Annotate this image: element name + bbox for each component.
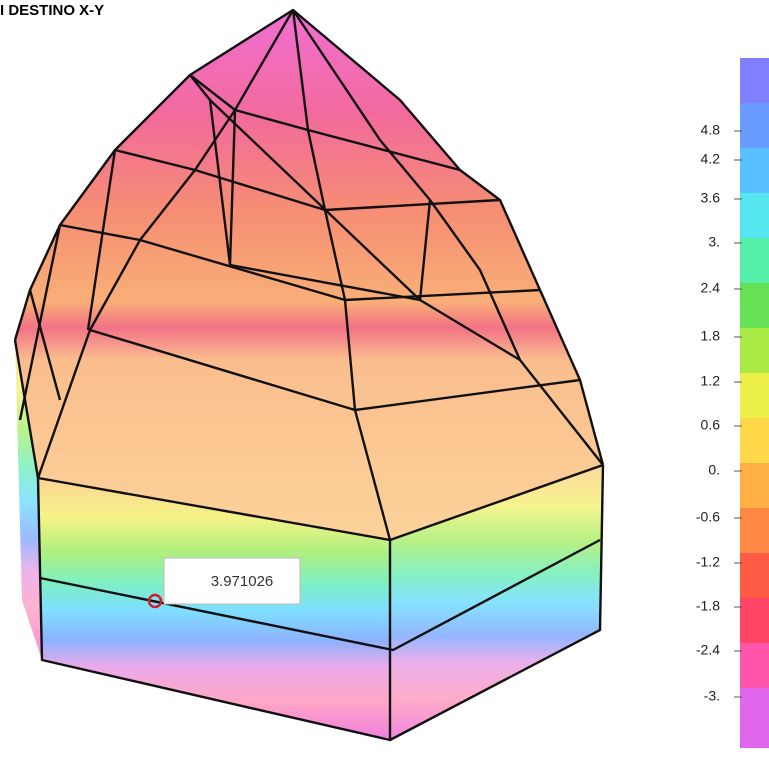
model-view: 4.8 4.2 3.6 3. 2.4 1.8 1.2 0.6 0. -0.6 -1.2 -1.8 -2.… (0, 0, 769, 762)
structure (15, 10, 603, 740)
colorbar-label: -1.2 (696, 554, 720, 570)
colorbar (740, 58, 769, 748)
colorbar-label: 1.2 (701, 373, 721, 389)
colorbar-label: 2.4 (701, 280, 721, 296)
tooltip: 3.971026 (149, 558, 300, 607)
colorbar-label: -2.4 (696, 642, 720, 658)
colorbar-label: 3.6 (701, 190, 721, 206)
colorbar-label: 3. (708, 234, 720, 250)
colorbar-labels: 4.8 4.2 3.6 3. 2.4 1.8 1.2 0.6 0. -0.6 -1.2 -1.8 -2.… (696, 122, 742, 704)
tooltip-text: 3.971026 (211, 573, 274, 590)
colorbar-label: 1.8 (701, 328, 721, 344)
colorbar-label: 0. (708, 462, 720, 478)
colorbar-label: -3. (704, 688, 720, 704)
colorbar-label: 4.8 (701, 122, 721, 138)
colorbar-label: -1.8 (696, 598, 720, 614)
page: {"header": {"title": "I DESTINO X-Y"}, "… (0, 0, 769, 762)
colorbar-label: 0.6 (701, 417, 721, 433)
colorbar-label: 4.2 (701, 151, 721, 167)
colorbar-label: -0.6 (696, 509, 720, 525)
